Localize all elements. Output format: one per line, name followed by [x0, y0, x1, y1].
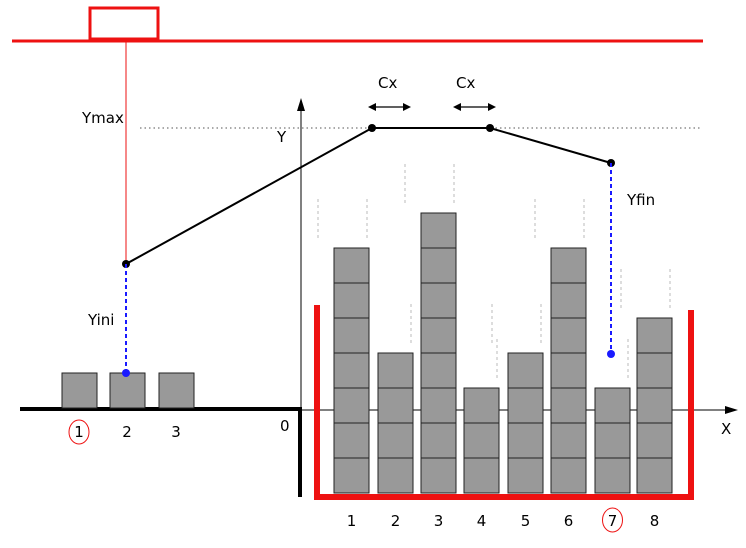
- stack-block: [507, 352, 544, 389]
- stack-block: [420, 457, 457, 494]
- column-label: 2: [391, 512, 401, 530]
- trajectory-peak-left-point: [368, 124, 376, 132]
- stack-block: [377, 457, 414, 494]
- stack-block: [550, 352, 587, 389]
- stack-block: [636, 387, 673, 424]
- stack-block: [463, 422, 500, 459]
- stack-block: [463, 457, 500, 494]
- source-label: 2: [122, 423, 132, 441]
- stack-block: [550, 422, 587, 459]
- yfin-label: Yfin: [626, 191, 655, 209]
- stack-block: [507, 387, 544, 424]
- source-block: [158, 372, 195, 409]
- cx-left-label: Cx: [378, 74, 397, 92]
- stack-block: [420, 352, 457, 389]
- selected-circle: [68, 419, 90, 445]
- stack-block: [550, 247, 587, 284]
- x-axis-label: X: [721, 420, 731, 438]
- stack-block: [420, 282, 457, 319]
- stack-block: [333, 247, 370, 284]
- stack-block: [463, 387, 500, 424]
- stack-block: [377, 387, 414, 424]
- column-label: 5: [521, 512, 531, 530]
- column-label: 3: [434, 512, 444, 530]
- column-stacks: [333, 212, 673, 494]
- column-guides: [317, 164, 671, 378]
- stack-block: [333, 422, 370, 459]
- stack-block: [550, 387, 587, 424]
- stack-block: [636, 422, 673, 459]
- storage-container: [314, 305, 694, 500]
- source-labels: 1 2 3: [68, 419, 181, 445]
- yini-label: Yini: [87, 311, 114, 329]
- origin-label: 0: [280, 417, 290, 435]
- stack-block: [333, 352, 370, 389]
- trajectory-path: [125, 127, 612, 265]
- yfin-contact-point: [607, 350, 615, 358]
- column-label: 8: [650, 512, 660, 530]
- stack-block: [636, 317, 673, 354]
- stack-block: [333, 282, 370, 319]
- yini-contact-point: [122, 369, 130, 377]
- stack-block: [333, 457, 370, 494]
- cx-left-arrow: [368, 103, 411, 111]
- column-label: 6: [564, 512, 574, 530]
- stack-block: [333, 317, 370, 354]
- source-block: [109, 372, 146, 409]
- stack-block: [377, 352, 414, 389]
- stack-block: [594, 422, 631, 459]
- stack-block: [550, 317, 587, 354]
- column-label: 4: [477, 512, 487, 530]
- stack-block: [550, 457, 587, 494]
- stack-block: [507, 457, 544, 494]
- stack-block: [420, 422, 457, 459]
- stack-block: [636, 352, 673, 389]
- stack-block: [594, 457, 631, 494]
- source-label: 3: [171, 423, 181, 441]
- selected-circle: [602, 507, 623, 533]
- stack-block: [420, 317, 457, 354]
- column-label: 1: [347, 512, 357, 530]
- stack-block: [594, 387, 631, 424]
- column-labels: 1 2 3 4 5 6 7 8: [347, 507, 660, 533]
- stack-block: [420, 387, 457, 424]
- source-label: 1: [74, 423, 84, 441]
- cx-right-label: Cx: [456, 74, 475, 92]
- stack-block: [420, 212, 457, 249]
- ymax-label: Ymax: [81, 109, 124, 127]
- source-blocks: [61, 372, 195, 409]
- stack-block: [550, 282, 587, 319]
- trolley: [88, 6, 160, 41]
- stack-block: [507, 422, 544, 459]
- trajectory-peak-right-point: [486, 124, 494, 132]
- stack-block: [636, 457, 673, 494]
- y-axis-label: Y: [276, 128, 287, 146]
- stack-block: [377, 422, 414, 459]
- x-axis-arrow: [725, 406, 738, 414]
- column-label: 7: [608, 512, 618, 530]
- stack-block: [333, 387, 370, 424]
- source-block: [61, 372, 98, 409]
- y-axis-arrow: [297, 98, 305, 111]
- cx-right-arrow: [453, 103, 496, 111]
- stack-block: [420, 247, 457, 284]
